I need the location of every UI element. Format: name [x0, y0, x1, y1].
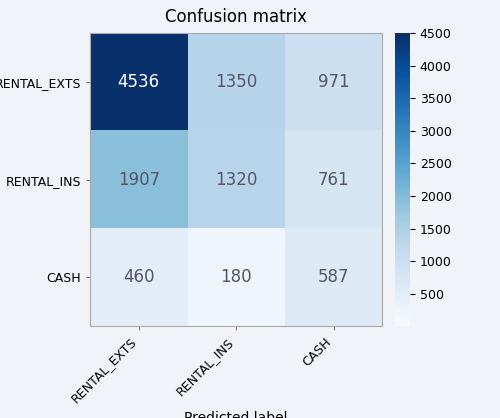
Text: 460: 460: [123, 268, 154, 286]
Title: Confusion matrix: Confusion matrix: [165, 8, 307, 26]
Text: 761: 761: [318, 171, 350, 189]
Text: 1320: 1320: [215, 171, 258, 189]
Text: 1907: 1907: [118, 171, 160, 189]
X-axis label: Predicted label: Predicted label: [184, 411, 288, 418]
Text: 4536: 4536: [118, 73, 160, 91]
Text: 180: 180: [220, 268, 252, 286]
Text: 971: 971: [318, 73, 350, 91]
Text: 1350: 1350: [215, 73, 258, 91]
Text: 587: 587: [318, 268, 350, 286]
